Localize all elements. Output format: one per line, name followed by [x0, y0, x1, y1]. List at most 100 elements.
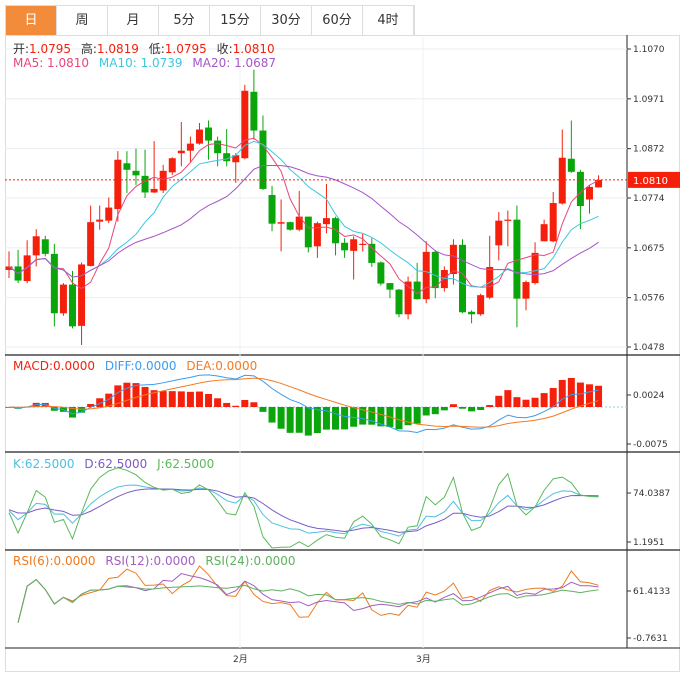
ma20-line — [8, 164, 599, 278]
candle — [114, 151, 122, 222]
candle-body — [567, 158, 575, 172]
candle — [495, 212, 503, 261]
candle-body — [468, 311, 476, 315]
candle-body — [576, 171, 584, 207]
candle-body — [150, 188, 158, 193]
macd-bar — [459, 407, 466, 409]
close-label: 收: — [216, 42, 233, 56]
macd-bar — [114, 385, 122, 407]
tab-4[interactable]: 15分 — [210, 6, 261, 36]
period-tabs: 日周月 5分 15分 30分 60分 4时 — [5, 5, 415, 36]
tab-3[interactable]: 5分 — [159, 6, 210, 36]
macd-bar — [177, 391, 185, 407]
candle — [105, 197, 113, 224]
candle-body — [504, 219, 512, 221]
low-label: 低: — [148, 42, 165, 56]
macd-bar — [141, 386, 149, 407]
candle-body — [522, 282, 530, 299]
candle-body — [114, 159, 122, 210]
ma10-legend: MA10: 1.0739 — [98, 56, 183, 70]
candle — [440, 266, 448, 292]
tab-5[interactable]: 30分 — [261, 6, 312, 36]
price-tick-label: 1.0478 — [633, 343, 665, 353]
tab-2[interactable]: 月 — [108, 6, 159, 36]
ma5-legend: MA5: 1.0810 — [13, 56, 90, 70]
ma20-legend: MA20: 1.0687 — [192, 56, 277, 70]
high-value: 1.0819 — [96, 42, 139, 56]
ma10-line — [8, 140, 599, 288]
macd-bar — [332, 407, 340, 430]
candle-body — [422, 251, 430, 300]
candle — [504, 210, 512, 247]
candle — [41, 235, 49, 257]
candle — [377, 261, 385, 286]
candle — [177, 121, 185, 167]
macd-bar — [105, 393, 113, 407]
candle — [322, 183, 330, 234]
j-value: J:62.5000 — [157, 457, 215, 471]
candle-body — [141, 175, 149, 193]
candle-body — [205, 127, 213, 141]
candle — [268, 185, 276, 232]
indicator-tick-label: 74.0387 — [633, 489, 670, 499]
macd-bar — [41, 402, 49, 407]
macd-bar — [440, 407, 448, 411]
candle — [277, 199, 285, 252]
candle-body — [350, 239, 358, 251]
macd-bar — [96, 398, 104, 407]
macd-bar — [195, 391, 203, 407]
dea-value: DEA:0.0000 — [186, 359, 258, 373]
candle — [449, 239, 457, 285]
tab-1[interactable]: 周 — [57, 6, 108, 36]
macd-bar — [132, 383, 140, 407]
candle-body — [513, 219, 521, 299]
price-tick-label: 1.0872 — [633, 145, 665, 155]
candle-body — [78, 264, 86, 326]
candle-body — [413, 281, 421, 300]
candle — [232, 153, 240, 183]
d-value: D:62.5000 — [84, 457, 148, 471]
tab-7[interactable]: 4时 — [363, 6, 414, 36]
indicator-tick-label: -0.7631 — [633, 634, 668, 644]
date-tick-label: 2月 — [233, 654, 248, 665]
tab-6[interactable]: 60分 — [312, 6, 363, 36]
candle-body — [123, 163, 131, 170]
candle-body — [50, 253, 58, 314]
candle — [5, 251, 13, 279]
macd-bar — [595, 385, 603, 407]
indicator-tick-label: 61.4133 — [633, 587, 670, 597]
candle — [576, 169, 584, 230]
candle-body — [595, 179, 603, 188]
candle — [286, 221, 294, 231]
candle-body — [295, 216, 303, 230]
macd-bar — [468, 407, 476, 412]
price-tick-label: 1.0675 — [633, 244, 665, 254]
macd-bar — [477, 407, 485, 410]
macd-bar — [359, 407, 367, 425]
candle-body — [549, 203, 557, 242]
candle — [595, 175, 603, 188]
candle — [186, 136, 194, 163]
candle — [422, 241, 430, 304]
candle-body — [304, 216, 312, 248]
macd-bar — [250, 402, 258, 407]
dea-line — [8, 377, 599, 428]
candle — [32, 229, 40, 267]
candle-body — [159, 170, 167, 191]
indicator-tick-label: 0.0024 — [633, 391, 665, 401]
macd-bar — [486, 405, 494, 407]
k-value: K:62.5000 — [13, 457, 75, 471]
macd-bar — [232, 405, 240, 407]
macd-legend: MACD:0.0000 DIFF:0.0000 DEA:0.0000 — [13, 359, 263, 373]
candle — [241, 84, 249, 160]
candle — [250, 69, 258, 140]
macd-bar — [241, 399, 249, 407]
macd-bar — [377, 407, 385, 427]
candle — [96, 205, 104, 230]
candle-body — [459, 244, 466, 313]
tab-0[interactable]: 日 — [6, 6, 57, 36]
macd-bar — [286, 407, 294, 433]
macd-bar — [495, 395, 503, 407]
rsi6-value: RSI(6):0.0000 — [13, 554, 96, 568]
